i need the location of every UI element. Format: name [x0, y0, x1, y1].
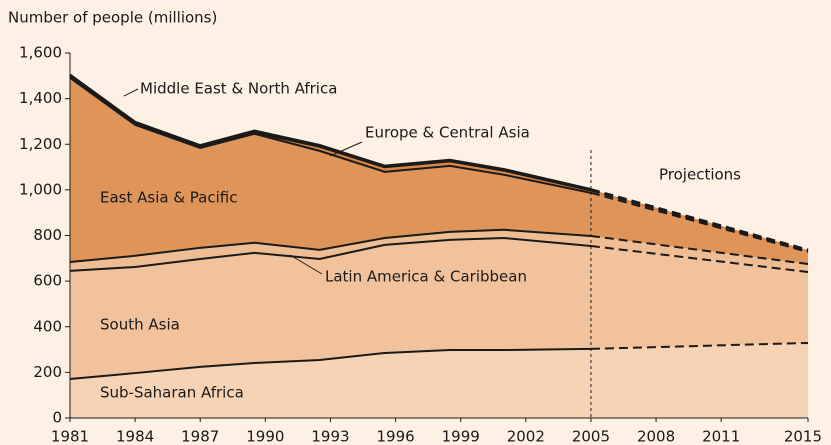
leader-line [329, 141, 363, 157]
boundary-line [590, 341, 809, 350]
series-label: South Asia [100, 316, 180, 334]
x-tick-label: 2015 [784, 428, 822, 445]
boundary-line [69, 237, 592, 272]
y-tick-label: 200 [33, 363, 62, 381]
boundary-line [590, 188, 809, 252]
boundary-line [69, 73, 592, 192]
x-tick-label: 2008 [637, 428, 675, 445]
x-tick-label: 2002 [507, 428, 545, 445]
area [70, 342, 808, 418]
x-tick-label: 1990 [246, 428, 284, 445]
x-tick-label: 1996 [376, 428, 414, 445]
y-tick-label: 800 [33, 226, 62, 244]
series-label: Middle East & North Africa [140, 80, 337, 98]
boundary-line [69, 228, 592, 263]
boundary-line [590, 191, 809, 253]
y-tick-label: 1,000 [19, 180, 62, 198]
series-label: Sub-Saharan Africa [100, 384, 244, 402]
y-tick-label: 1,400 [19, 89, 62, 107]
boundary-line [69, 347, 591, 380]
leader-line [289, 254, 323, 275]
area [70, 77, 808, 252]
x-tick-label: 2011 [702, 428, 740, 445]
y-tick-label: 400 [33, 317, 62, 335]
y-tick-label: 1,600 [19, 44, 62, 62]
y-tick-label: 0 [52, 409, 62, 427]
area [70, 238, 808, 379]
area [70, 77, 808, 265]
y-tick-label: 1,200 [19, 135, 62, 153]
series-label: Latin America & Caribbean [325, 268, 527, 286]
y-axis-label: Number of people (millions) [8, 9, 217, 27]
series-label: East Asia & Pacific [100, 189, 237, 207]
x-tick-label: 1981 [51, 428, 89, 445]
projection-label: Projections [659, 166, 741, 184]
series-label: Europe & Central Asia [365, 124, 530, 142]
leader-line [123, 88, 139, 97]
x-tick-label: 1993 [311, 428, 349, 445]
boundary-line [590, 245, 809, 273]
y-tick-label: 600 [33, 272, 62, 290]
x-tick-label: 2005 [572, 428, 610, 445]
x-tick-label: 1987 [181, 428, 219, 445]
x-tick-label: 1984 [116, 428, 154, 445]
boundary-line [590, 234, 809, 266]
x-tick-label: 1999 [442, 428, 480, 445]
